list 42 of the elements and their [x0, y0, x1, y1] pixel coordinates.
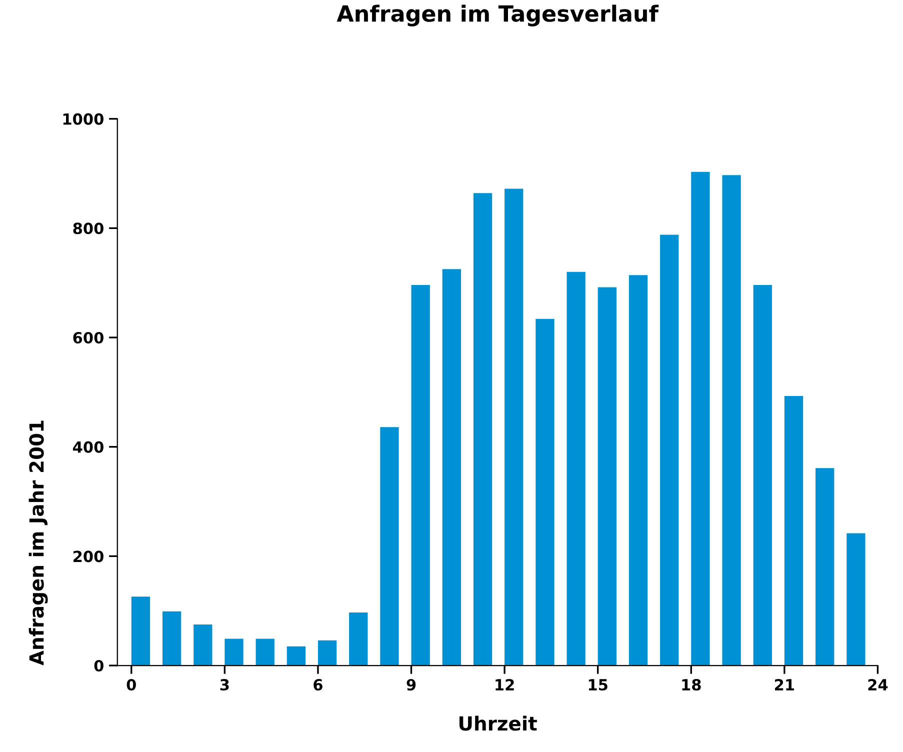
- bar: [411, 285, 430, 666]
- bar: [660, 234, 679, 666]
- bar: [286, 646, 306, 666]
- bar: [566, 272, 586, 666]
- bar: [442, 269, 462, 666]
- x-tick-label: 21: [775, 678, 794, 690]
- bar: [256, 638, 274, 666]
- bar: [784, 396, 804, 666]
- x-tick-label: 3: [220, 678, 229, 691]
- bar: [536, 318, 554, 666]
- bar: [504, 188, 524, 666]
- x-tick-label: 9: [406, 679, 416, 691]
- x-tick-label: 18: [682, 678, 701, 691]
- bar: [131, 596, 150, 666]
- x-tick-label: 12: [496, 678, 514, 690]
- x-tick-label: 15: [588, 679, 608, 691]
- bar: [194, 624, 212, 666]
- bar: [628, 275, 648, 666]
- bar: [318, 640, 337, 666]
- x-tick-label: 0: [126, 678, 136, 691]
- y-tick-label: 1000: [63, 113, 104, 125]
- y-tick-label: 0: [94, 660, 104, 672]
- y-tick-label: 800: [73, 222, 104, 234]
- bar: [473, 193, 492, 666]
- y-tick-label: 200: [74, 550, 104, 562]
- bar: [349, 612, 368, 666]
- x-tick-label: 24: [868, 678, 888, 690]
- x-tick-label: 6: [314, 679, 322, 691]
- bar: [598, 287, 616, 666]
- bar: [691, 172, 710, 666]
- bar: [380, 427, 399, 666]
- y-axis-title: Anfragen im Jahr 2001: [28, 420, 48, 666]
- y-tick-label: 400: [72, 441, 104, 453]
- bar: [224, 638, 244, 666]
- y-tick-label: 600: [73, 332, 104, 344]
- chart-title: Anfragen im Tagesverlauf: [336, 4, 659, 26]
- bar: [722, 175, 741, 666]
- x-axis-title: Uhrzeit: [459, 716, 537, 731]
- bar: [846, 533, 866, 666]
- bar: [753, 285, 772, 666]
- bar: [816, 468, 834, 666]
- bar: [162, 611, 182, 666]
